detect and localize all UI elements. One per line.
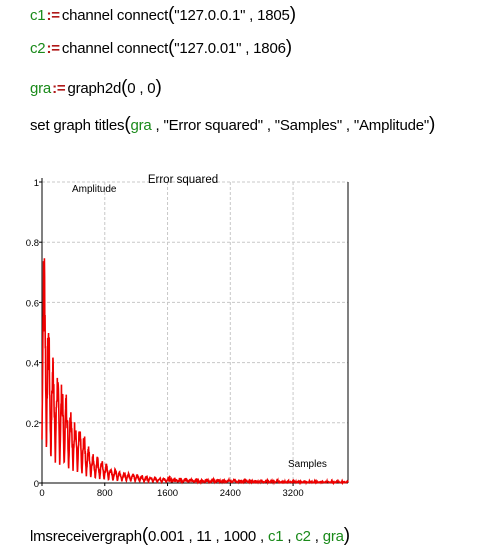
function-name: graph2d: [67, 80, 122, 97]
y-tick-label: 0.4: [26, 359, 39, 370]
arg-port: 1805: [257, 7, 290, 24]
open-paren: (: [121, 77, 128, 98]
gra-assignment[interactable]: gra:= graph2d(0 , 0): [30, 77, 162, 99]
y-tick-label: 0: [34, 479, 39, 490]
assign-operator: :=: [52, 80, 66, 97]
x-tick-label: 2400: [220, 488, 241, 499]
open-paren: (: [168, 4, 175, 25]
gra-variable: gra: [322, 528, 344, 545]
x-tick-label: 800: [97, 488, 113, 499]
y-axis-label: Amplitude: [72, 184, 117, 195]
tick-labels: 0 0.2 0.4 0.6 0.8 1 0 800 1600 2400 3200: [26, 178, 304, 499]
function-name: lmsreceivergraph: [30, 528, 142, 545]
chart-svg: 0 0.2 0.4 0.6 0.8 1 0 800 1600 2400 3200 Error squ…: [26, 174, 349, 499]
lms-args: 0.001 , 11 , 1000 ,: [147, 528, 268, 545]
arg-sep: ,: [241, 40, 254, 57]
x-axis-label: Samples: [288, 459, 327, 470]
arg-sep: ,: [245, 7, 258, 24]
close-paren: ): [289, 4, 296, 25]
arg-sep: ,: [310, 528, 323, 545]
function-name: set graph titles: [30, 117, 125, 134]
c2-variable: c2: [30, 40, 46, 57]
arg-ip: "127.0.01": [174, 40, 242, 57]
function-name: channel connect: [61, 7, 169, 24]
lms-call[interactable]: lmsreceivergraph(0.001 , 11 , 1000 , c1 …: [30, 525, 350, 547]
arg-ip: "127.0.0.1": [174, 7, 246, 24]
open-paren: (: [124, 114, 131, 135]
error-series-line: [41, 258, 349, 486]
gra-variable: gra: [130, 117, 152, 134]
c2-assignment[interactable]: c2:= channel connect("127.0.01" , 1806): [30, 37, 292, 59]
error-squared-plot[interactable]: 0 0.2 0.4 0.6 0.8 1 0 800 1600 2400 3200 Error squ…: [0, 165, 360, 510]
x-tick-label: 1600: [157, 488, 178, 499]
args: 0 , 0: [127, 80, 156, 97]
c1-assignment[interactable]: c1:= channel connect("127.0.0.1" , 1805): [30, 4, 296, 26]
function-name: channel connect: [61, 40, 169, 57]
arg-sep: ,: [283, 528, 296, 545]
gra-variable: gra: [30, 80, 52, 97]
chart-title: Error squared: [148, 174, 218, 186]
close-paren: ): [285, 37, 292, 58]
plot-grid: [42, 181, 348, 483]
close-paren: ): [343, 525, 350, 546]
arg-port: 1806: [253, 40, 286, 57]
assign-operator: :=: [46, 7, 60, 24]
set-titles-call[interactable]: set graph titles(gra , "Error squared" ,…: [30, 114, 435, 136]
open-paren: (: [168, 37, 175, 58]
x-tick-label: 3200: [283, 488, 304, 499]
x-tick-label: 0: [39, 488, 44, 499]
y-tick-label: 1: [34, 178, 39, 189]
close-paren: ): [429, 114, 436, 135]
c2-variable: c2: [295, 528, 311, 545]
title-args: , "Error squared" , "Samples" , "Amplitu…: [151, 117, 430, 134]
close-paren: ): [155, 77, 162, 98]
y-tick-label: 0.2: [26, 419, 39, 430]
y-tick-label: 0.8: [26, 238, 39, 249]
open-paren: (: [141, 525, 148, 546]
c1-variable: c1: [267, 528, 284, 545]
y-tick-label: 0.6: [26, 298, 39, 309]
c1-variable: c1: [30, 7, 46, 24]
assign-operator: :=: [46, 40, 60, 57]
